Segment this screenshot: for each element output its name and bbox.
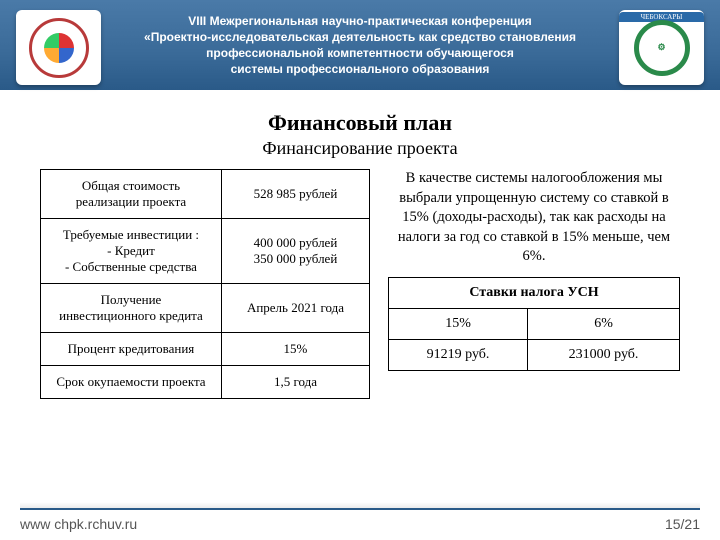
finance-value: 400 000 рублей350 000 рублей xyxy=(221,219,369,284)
footer: www chpk.rchuv.ru 15/21 xyxy=(20,508,700,532)
page-subtitle: Финансирование проекта xyxy=(40,138,680,159)
gear-icon: ⚙ xyxy=(634,20,690,76)
footer-page: 15/21 xyxy=(665,516,700,532)
finance-label: Получение инвестиционного кредита xyxy=(41,284,222,333)
page-title: Финансовый план xyxy=(40,110,680,136)
finance-label: Срок окупаемости проекта xyxy=(41,366,222,399)
header-band: VIII Межрегиональная научно-практическая… xyxy=(0,0,720,90)
header-line: профессиональной компетентности обучающе… xyxy=(120,45,600,61)
tax-col: 6% xyxy=(528,308,680,339)
header-line: VIII Межрегиональная научно-практическая… xyxy=(120,13,600,29)
tax-val: 91219 руб. xyxy=(389,339,528,370)
finance-table: Общая стоимость реализации проекта528 98… xyxy=(40,169,370,399)
tax-header: Ставки налога УСН xyxy=(389,277,680,308)
logo-left xyxy=(16,10,101,85)
finance-value: Апрель 2021 года xyxy=(221,284,369,333)
footer-url: www chpk.rchuv.ru xyxy=(20,516,137,532)
emblem-icon xyxy=(29,18,89,78)
finance-value: 1,5 года xyxy=(221,366,369,399)
tax-col: 15% xyxy=(389,308,528,339)
logo-right: ЧЕБОКСАРЫ ⚙ xyxy=(619,10,704,85)
header-line: «Проектно-исследовательская деятельность… xyxy=(120,29,600,45)
finance-value: 15% xyxy=(221,333,369,366)
finance-label: Процент кредитования xyxy=(41,333,222,366)
finance-label: Общая стоимость реализации проекта xyxy=(41,170,222,219)
tax-table: Ставки налога УСН 15% 6% 91219 руб. 2310… xyxy=(388,277,680,371)
content-area: Финансовый план Финансирование проекта О… xyxy=(20,100,700,500)
finance-value: 528 985 рублей xyxy=(221,170,369,219)
finance-label: Требуемые инвестиции :- Кредит- Собствен… xyxy=(41,219,222,284)
tax-val: 231000 руб. xyxy=(528,339,680,370)
header-line: системы профессионального образования xyxy=(120,61,600,77)
tax-paragraph: В качестве системы налогообложения мы вы… xyxy=(388,169,680,267)
